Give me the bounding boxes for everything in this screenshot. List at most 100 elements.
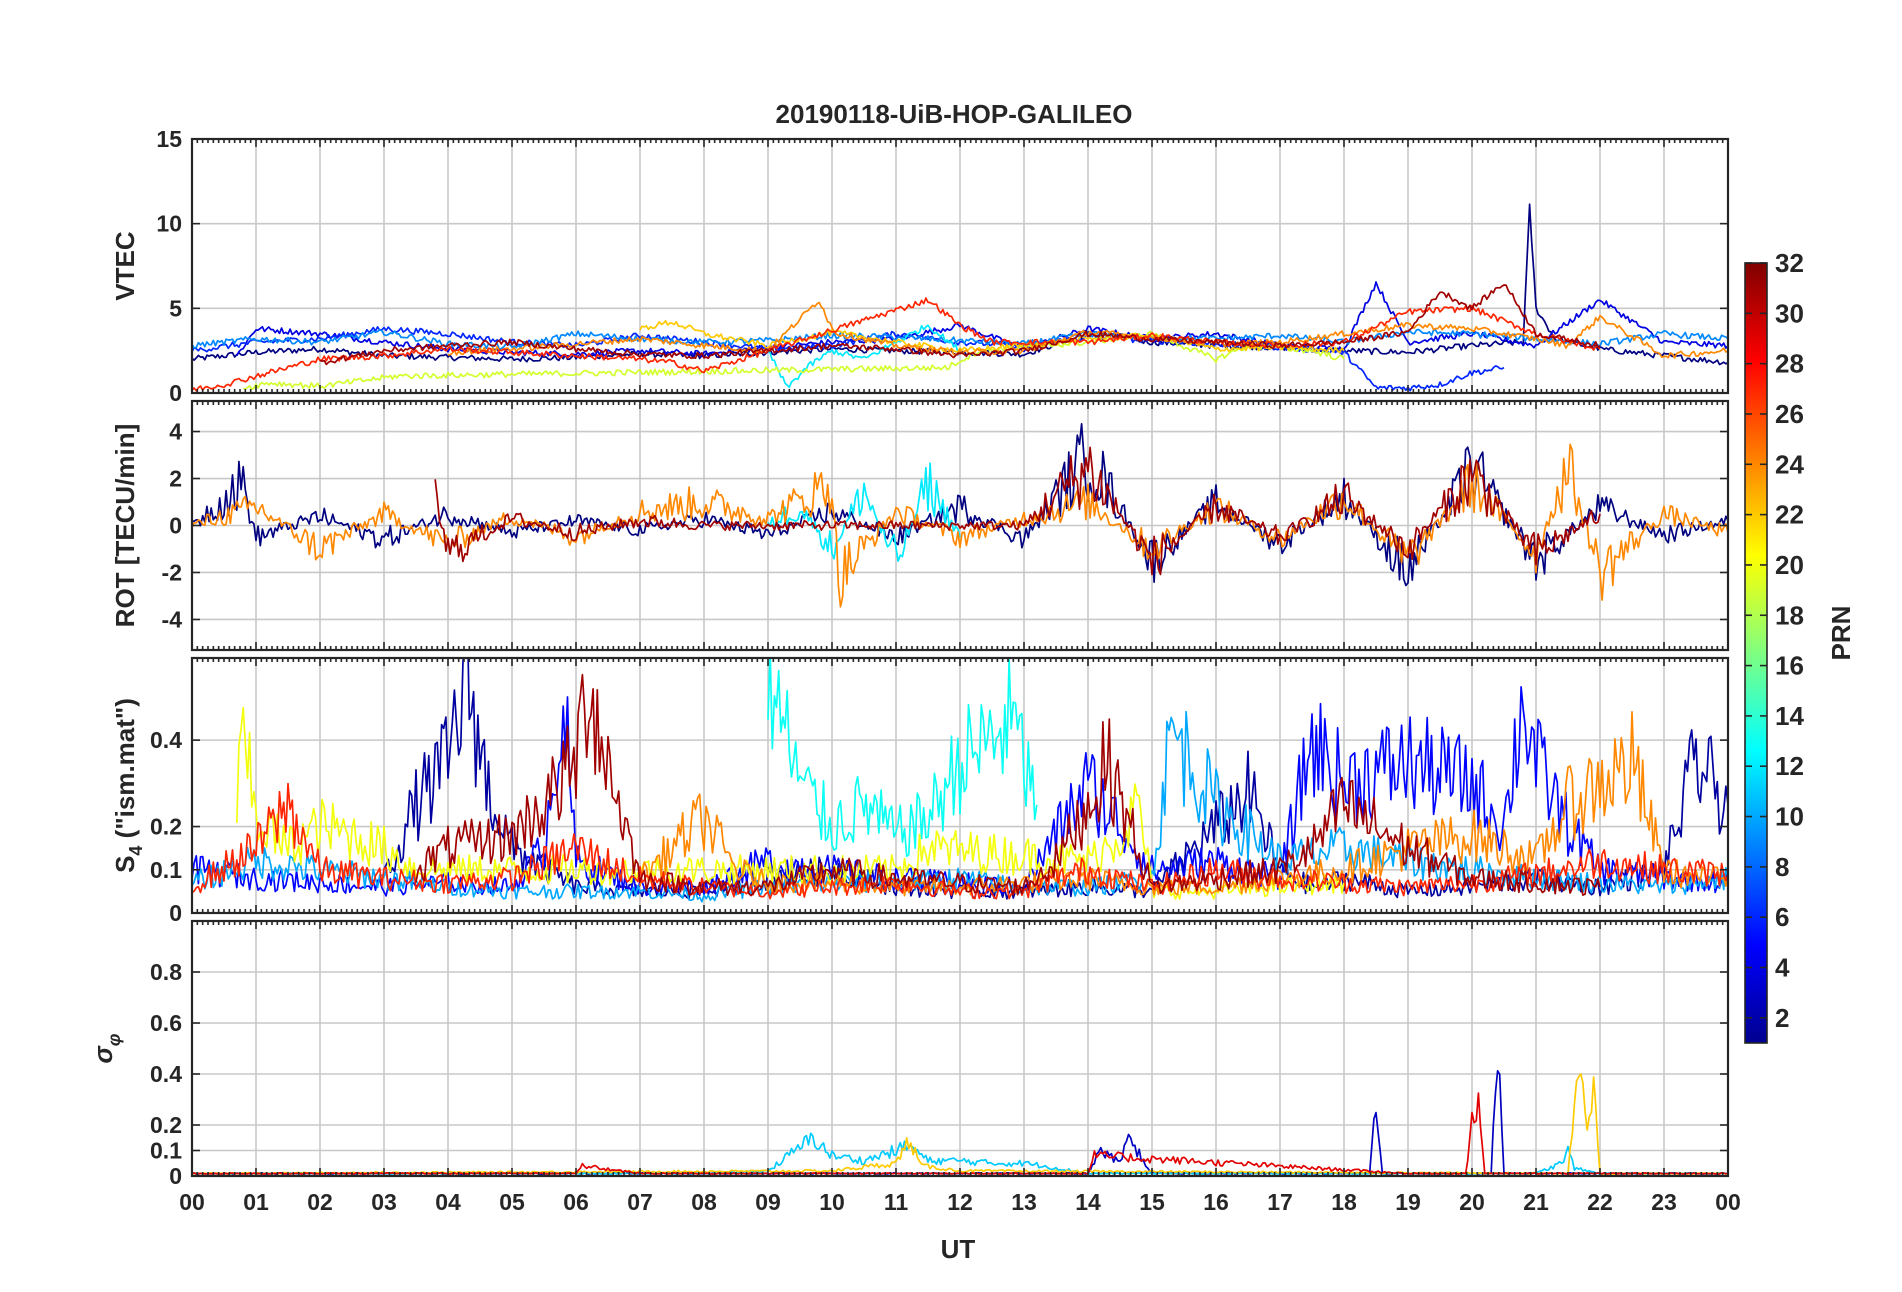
y-tick-label: 5 bbox=[169, 295, 182, 321]
x-tick-label: 21 bbox=[1523, 1189, 1549, 1215]
series-prn-12 bbox=[767, 324, 961, 389]
y-tick-label: 0.8 bbox=[150, 959, 182, 985]
colorbar-label: PRN bbox=[1826, 606, 1856, 661]
x-tick-label: 18 bbox=[1331, 1189, 1357, 1215]
series-prn-27 bbox=[192, 297, 1601, 392]
y-tick-label: 10 bbox=[156, 211, 182, 237]
x-tick-label: 07 bbox=[627, 1189, 653, 1215]
x-tick-label: 13 bbox=[1011, 1189, 1037, 1215]
colorbar-tick-label: 12 bbox=[1775, 751, 1804, 781]
x-tick-label: 08 bbox=[691, 1189, 717, 1215]
axis-ticks bbox=[191, 401, 1729, 650]
series-group bbox=[192, 203, 1728, 392]
y-tick-label: -2 bbox=[162, 559, 182, 585]
y-axis-label: σφ bbox=[88, 1033, 124, 1063]
y-tick-label: 0.2 bbox=[150, 814, 182, 840]
panel-2: -4 -2 0 2 4 ROT [TECU/min] bbox=[110, 399, 1730, 652]
y-tick-label: 0.1 bbox=[150, 857, 182, 883]
y-tick-label: 0 bbox=[169, 1163, 182, 1189]
chart-title: 20190118-UiB-HOP-GALILEO bbox=[776, 99, 1133, 129]
x-tick-label: 19 bbox=[1395, 1189, 1421, 1215]
x-tick-label: 00 bbox=[179, 1189, 205, 1215]
series-prn-31 bbox=[319, 284, 1601, 366]
x-tick-label: 20 bbox=[1459, 1189, 1485, 1215]
colorbar-tick-label: 8 bbox=[1775, 852, 1789, 882]
colorbar-gradient bbox=[1744, 262, 1768, 1044]
x-tick-label: 11 bbox=[884, 1189, 909, 1215]
x-tick-label: 04 bbox=[435, 1189, 461, 1215]
x-tick-labels: 00 01 02 03 04 05 06 07 08 09 10 11 12 13 14 15 16 17 18 19… bbox=[179, 1189, 1741, 1215]
colorbar-tick-label: 2 bbox=[1775, 1003, 1789, 1033]
colorbar-tick-label: 18 bbox=[1775, 600, 1804, 630]
panel-4: 00.10.2 0.4 0.6 0.8 σφ bbox=[88, 919, 1730, 1189]
y-axis-label: S4 ("ism.mat") bbox=[110, 698, 146, 873]
axis-ticks bbox=[191, 658, 1729, 914]
y-axis-label: VTEC bbox=[110, 231, 140, 301]
x-tick-label: 17 bbox=[1267, 1189, 1293, 1215]
colorbar-tick-label: 10 bbox=[1775, 802, 1804, 832]
x-tick-label: 10 bbox=[819, 1189, 845, 1215]
y-axis-label: ROT [TECU/min] bbox=[110, 424, 140, 628]
x-tick-label: 03 bbox=[371, 1189, 397, 1215]
y-tick-label: 0.2 bbox=[150, 1112, 182, 1138]
x-tick-label: 22 bbox=[1587, 1189, 1613, 1215]
colorbar-tick-label: 6 bbox=[1775, 902, 1789, 932]
x-tick-label: 00 bbox=[1715, 1189, 1741, 1215]
series-group bbox=[192, 422, 1728, 608]
colorbar-tick-label: 4 bbox=[1775, 953, 1790, 983]
x-tick-label: 15 bbox=[1139, 1189, 1165, 1215]
series-prn-22 bbox=[639, 319, 1345, 354]
x-tick-label: 02 bbox=[307, 1189, 333, 1215]
y-tick-label: 2 bbox=[169, 466, 182, 492]
x-tick-label: 06 bbox=[563, 1189, 589, 1215]
colorbar-tick-label: 26 bbox=[1775, 399, 1804, 429]
x-tick-label: 01 bbox=[243, 1189, 269, 1215]
x-axis-label: UT bbox=[941, 1234, 976, 1264]
colorbar-tick-label: 32 bbox=[1775, 248, 1804, 278]
colorbar-tick-label: 20 bbox=[1775, 550, 1804, 580]
x-tick-label: 16 bbox=[1203, 1189, 1229, 1215]
y-tick-label: 0 bbox=[169, 513, 182, 539]
series-prn-6 bbox=[192, 326, 1505, 392]
y-tick-label: 0.6 bbox=[150, 1010, 182, 1036]
y-tick-label: 0.4 bbox=[150, 1061, 182, 1087]
y-tick-label: 4 bbox=[169, 419, 182, 445]
colorbar-tick-label: 28 bbox=[1775, 349, 1804, 379]
colorbar-tick-label: 22 bbox=[1775, 500, 1804, 530]
y-tick-label: 0 bbox=[169, 380, 182, 406]
grid bbox=[191, 138, 1729, 394]
y-tick-label: 15 bbox=[156, 126, 182, 152]
y-tick-label: 0.4 bbox=[150, 727, 182, 753]
series-prn-27 bbox=[192, 782, 1728, 900]
x-tick-label: 14 bbox=[1075, 1189, 1101, 1215]
series-prn-1 bbox=[192, 203, 1728, 366]
series-prn-9 bbox=[192, 328, 1728, 351]
x-tick-label: 09 bbox=[755, 1189, 781, 1215]
grid bbox=[191, 401, 1729, 650]
x-tick-label: 23 bbox=[1651, 1189, 1677, 1215]
y-tick-label: -4 bbox=[162, 606, 183, 632]
colorbar-tick-label: 14 bbox=[1775, 701, 1804, 731]
y-tick-label: 0 bbox=[169, 900, 182, 926]
x-tick-label: 05 bbox=[499, 1189, 525, 1215]
x-tick-label: 12 bbox=[947, 1189, 973, 1215]
colorbar-tick-label: 24 bbox=[1775, 449, 1804, 479]
series-prn-24 bbox=[639, 710, 1728, 897]
series-prn-13 bbox=[767, 658, 1038, 858]
series-prn-31 bbox=[434, 446, 1601, 576]
series-group bbox=[192, 658, 1728, 903]
colorbar-tick-label: 16 bbox=[1775, 651, 1804, 681]
colorbar-tick-label: 30 bbox=[1775, 298, 1804, 328]
axis-ticks bbox=[191, 921, 1729, 1177]
panel-1: 0 5 10 15 VTEC bbox=[110, 126, 1730, 406]
y-tick-label: 0.1 bbox=[150, 1138, 182, 1164]
series-prn-31 bbox=[415, 673, 1601, 897]
panel-3: 0 0.1 0.2 0.4S4 ("ism.mat") bbox=[110, 656, 1730, 926]
series-prn-12 bbox=[767, 462, 961, 563]
axis-ticks bbox=[191, 138, 1729, 394]
grid bbox=[191, 921, 1729, 1177]
